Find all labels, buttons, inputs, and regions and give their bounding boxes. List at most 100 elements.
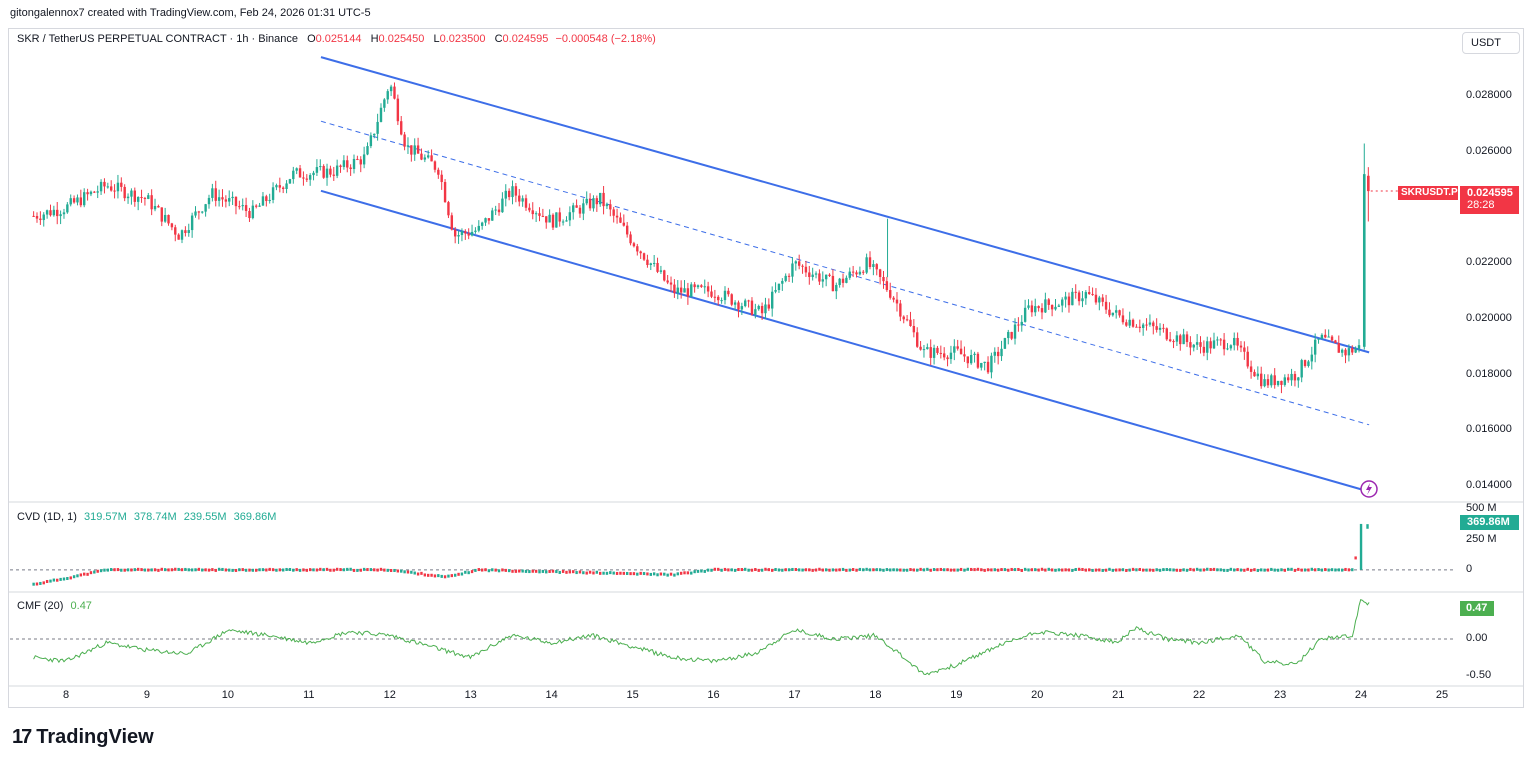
candle-body	[1172, 341, 1175, 343]
candle-body	[797, 261, 801, 266]
cvd-bar	[518, 569, 521, 573]
candle-body	[1047, 299, 1050, 305]
candle-body	[1192, 344, 1195, 348]
cvd-bar	[373, 568, 376, 572]
cmf-label: CMF (20)	[17, 600, 64, 612]
cvd-bar	[666, 573, 669, 577]
cvd-bar	[895, 568, 899, 572]
cvd-bar	[605, 571, 609, 575]
candle-body	[963, 354, 966, 357]
cvd-bar	[659, 572, 663, 576]
price-axis-tick: 0.018000	[1466, 367, 1512, 380]
cvd-bar	[1040, 567, 1044, 571]
candle-body	[781, 280, 784, 284]
cvd-bar	[1359, 523, 1363, 570]
cvd-bar	[1148, 568, 1152, 572]
cvd-bar	[561, 569, 565, 573]
cvd-bar	[828, 568, 831, 572]
cvd-bar	[646, 572, 649, 576]
candle-body	[322, 166, 325, 178]
cvd-bar	[430, 573, 433, 577]
candle-body	[261, 196, 265, 206]
cvd-bar	[1222, 568, 1226, 572]
cvd-bar	[39, 581, 42, 585]
candle-body	[1108, 309, 1111, 316]
cvd-bar	[1212, 567, 1216, 571]
time-axis-tick: 17	[788, 689, 801, 701]
cvd-bar	[872, 568, 875, 572]
cvd-bar	[818, 567, 821, 571]
cvd-bar	[389, 568, 393, 572]
candle-body	[1239, 345, 1243, 348]
cvd-bar	[750, 568, 754, 572]
candle-body	[450, 215, 454, 230]
time-axis-tick: 11	[303, 689, 315, 701]
cvd-bar	[572, 570, 575, 574]
cvd-bar	[582, 571, 585, 575]
cvd-bar	[437, 574, 440, 578]
candle-body	[518, 195, 521, 202]
cvd-bar	[528, 570, 531, 574]
candle-body	[932, 347, 936, 358]
cvd-bar	[592, 571, 595, 575]
cvd-bar	[396, 569, 400, 573]
cvd-bar	[474, 568, 477, 572]
candle-body	[1219, 339, 1222, 341]
time-axis-tick: 25	[1435, 689, 1449, 701]
candle-body	[453, 229, 457, 237]
cvd-bar	[339, 568, 342, 572]
candle-body	[737, 302, 740, 310]
cvd-bar	[1239, 568, 1243, 572]
cvd-bar	[335, 567, 339, 571]
candle-body	[389, 86, 393, 92]
cvd-bar	[986, 568, 990, 572]
cvd-bar	[1175, 568, 1179, 572]
candle-body	[1330, 336, 1334, 341]
cvd-bar	[1280, 568, 1283, 572]
tradingview-logo-icon: 17	[12, 726, 32, 748]
candle-body	[231, 196, 234, 199]
candle-body	[1131, 319, 1135, 327]
candle-body	[153, 206, 157, 210]
candle-body	[1061, 299, 1064, 306]
candle-body	[1354, 348, 1357, 353]
candle-body	[561, 221, 565, 223]
cvd-bar	[143, 568, 147, 572]
brand-logo: 17 TradingView	[12, 726, 154, 749]
candle-body	[474, 230, 477, 232]
cvd-bar	[1313, 568, 1317, 572]
candle-body	[659, 270, 663, 272]
cvd-bar	[147, 568, 150, 572]
price-axis-tick: 0.028000	[1466, 89, 1512, 102]
candle-body	[325, 168, 329, 178]
cvd-bar	[909, 568, 912, 572]
candle-body	[295, 168, 298, 171]
cvd-value-4: 369.86M	[233, 511, 277, 523]
time-axis-tick: 13	[464, 689, 477, 701]
price-axis-tick: 0.026000	[1466, 144, 1512, 157]
cvd-bar	[1351, 568, 1354, 572]
low-label: L	[433, 33, 440, 45]
currency-button[interactable]: USDT	[1462, 32, 1520, 54]
cvd-bar	[1121, 568, 1125, 572]
cvd-bar	[1155, 568, 1158, 572]
cvd-bar	[1253, 568, 1256, 572]
cvd-bar	[497, 569, 501, 573]
candle-body	[1249, 366, 1253, 372]
candle-body	[703, 286, 706, 288]
cvd-bar	[1098, 568, 1101, 572]
candle-body	[889, 290, 892, 298]
cvd-bar	[882, 568, 885, 572]
cvd-bar	[545, 570, 548, 574]
candle-body	[194, 211, 197, 216]
candle-body	[86, 192, 89, 195]
cvd-bar	[875, 568, 878, 572]
candle-body	[1175, 335, 1179, 342]
cvd-bar	[460, 572, 464, 576]
candle-body	[1179, 335, 1182, 345]
price-tag-countdown: 28:28	[1467, 199, 1495, 211]
cvd-bar	[1347, 568, 1351, 572]
cvd-bar	[652, 572, 656, 576]
cvd-bar	[676, 572, 679, 576]
